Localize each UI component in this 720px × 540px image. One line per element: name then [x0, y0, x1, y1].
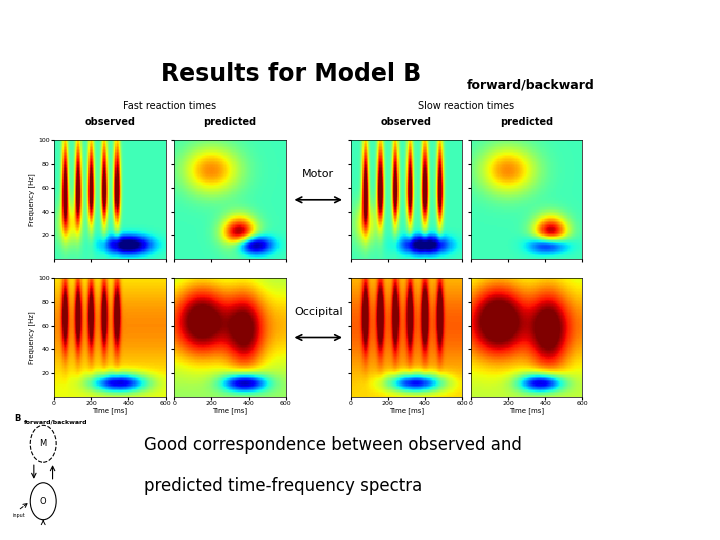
Text: predicted: predicted	[500, 117, 553, 127]
Text: forward/backward: forward/backward	[467, 78, 594, 91]
Text: Occipital: Occipital	[294, 307, 343, 317]
Text: input: input	[12, 513, 25, 518]
X-axis label: Time [ms]: Time [ms]	[509, 408, 544, 414]
Text: predicted time-frequency spectra: predicted time-frequency spectra	[144, 477, 422, 495]
Text: Results for Model B: Results for Model B	[161, 62, 421, 86]
Text: Motor: Motor	[302, 169, 334, 179]
Text: observed: observed	[84, 117, 135, 127]
Text: predicted: predicted	[204, 117, 256, 127]
Text: observed: observed	[381, 117, 432, 127]
Y-axis label: Frequency [Hz]: Frequency [Hz]	[29, 311, 35, 364]
Text: B: B	[14, 414, 21, 423]
X-axis label: Time [ms]: Time [ms]	[389, 408, 424, 414]
Y-axis label: Frequency [Hz]: Frequency [Hz]	[29, 173, 35, 226]
Text: O: O	[40, 497, 47, 506]
Text: M: M	[40, 439, 47, 448]
Text: Fast reaction times: Fast reaction times	[123, 100, 217, 111]
Text: forward/backward: forward/backward	[24, 420, 87, 425]
Text: Good correspondence between observed and: Good correspondence between observed and	[144, 436, 522, 455]
Text: Slow reaction times: Slow reaction times	[418, 100, 515, 111]
X-axis label: Time [ms]: Time [ms]	[212, 408, 248, 414]
X-axis label: Time [ms]: Time [ms]	[92, 408, 127, 414]
Text: ⌂UCL: ⌂UCL	[621, 14, 702, 42]
